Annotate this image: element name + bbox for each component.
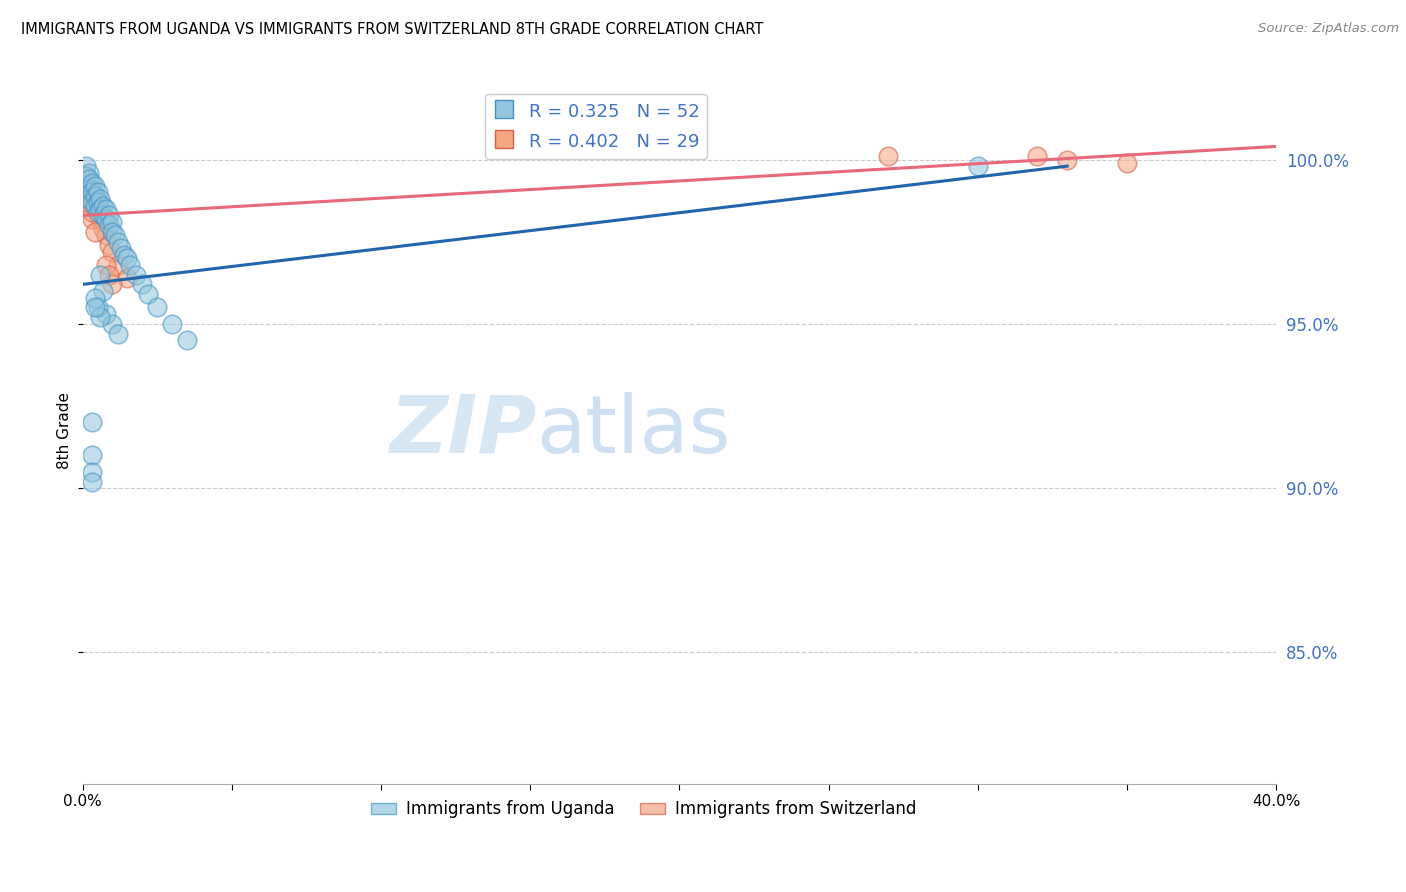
Point	[136, 287, 159, 301]
Point	[75, 186, 97, 200]
Point	[86, 205, 108, 219]
Point	[101, 215, 124, 229]
Point	[75, 178, 97, 193]
Point	[117, 270, 139, 285]
Point	[101, 225, 124, 239]
Point	[131, 277, 153, 292]
Point	[83, 188, 105, 202]
Point	[93, 284, 115, 298]
Point	[83, 198, 105, 212]
Point	[93, 208, 115, 222]
Point	[96, 211, 118, 226]
Point	[89, 268, 111, 282]
Point	[80, 211, 103, 226]
Point	[93, 221, 115, 235]
Point	[160, 317, 183, 331]
Point	[96, 228, 118, 243]
Point	[1026, 149, 1049, 163]
Point	[75, 159, 97, 173]
Y-axis label: 8th Grade: 8th Grade	[58, 392, 72, 469]
Point	[77, 166, 100, 180]
Point	[117, 251, 139, 265]
Point	[80, 448, 103, 462]
Point	[75, 169, 97, 183]
Point	[86, 195, 108, 210]
Point	[83, 198, 105, 212]
Point	[107, 326, 129, 341]
Point	[176, 333, 198, 347]
Text: IMMIGRANTS FROM UGANDA VS IMMIGRANTS FROM SWITZERLAND 8TH GRADE CORRELATION CHAR: IMMIGRANTS FROM UGANDA VS IMMIGRANTS FRO…	[21, 22, 763, 37]
Point	[77, 176, 100, 190]
Point	[80, 205, 103, 219]
Point	[89, 211, 111, 226]
Point	[112, 248, 135, 262]
Point	[77, 182, 100, 196]
Text: ZIP: ZIP	[388, 392, 536, 469]
Point	[77, 192, 100, 206]
Point	[1116, 156, 1139, 170]
Point	[77, 186, 100, 200]
Point	[104, 228, 127, 243]
Point	[1056, 153, 1078, 167]
Point	[80, 465, 103, 479]
Point	[80, 182, 103, 196]
Point	[107, 235, 129, 249]
Point	[93, 198, 115, 212]
Point	[75, 169, 97, 183]
Point	[83, 188, 105, 202]
Point	[98, 219, 121, 233]
Point	[107, 258, 129, 272]
Point	[83, 178, 105, 193]
Point	[98, 208, 121, 222]
Text: atlas: atlas	[536, 392, 731, 469]
Point	[877, 149, 900, 163]
Point	[98, 238, 121, 252]
Point	[83, 301, 105, 315]
Point	[83, 225, 105, 239]
Point	[125, 268, 148, 282]
Point	[89, 310, 111, 325]
Point	[86, 205, 108, 219]
Point	[89, 202, 111, 216]
Point	[96, 202, 118, 216]
Point	[146, 301, 169, 315]
Point	[80, 176, 103, 190]
Point	[83, 291, 105, 305]
Point	[80, 195, 103, 210]
Point	[80, 475, 103, 489]
Point	[101, 277, 124, 292]
Point	[966, 159, 988, 173]
Point	[96, 258, 118, 272]
Point	[96, 307, 118, 321]
Point	[77, 172, 100, 186]
Legend: Immigrants from Uganda, Immigrants from Switzerland: Immigrants from Uganda, Immigrants from …	[364, 794, 922, 825]
Point	[120, 258, 142, 272]
Point	[75, 195, 97, 210]
Point	[101, 317, 124, 331]
Point	[80, 186, 103, 200]
Point	[110, 241, 132, 255]
Point	[101, 244, 124, 259]
Point	[98, 268, 121, 282]
Point	[80, 192, 103, 206]
Point	[80, 416, 103, 430]
Text: Source: ZipAtlas.com: Source: ZipAtlas.com	[1258, 22, 1399, 36]
Point	[75, 178, 97, 193]
Point	[86, 301, 108, 315]
Point	[86, 186, 108, 200]
Point	[89, 192, 111, 206]
Point	[77, 195, 100, 210]
